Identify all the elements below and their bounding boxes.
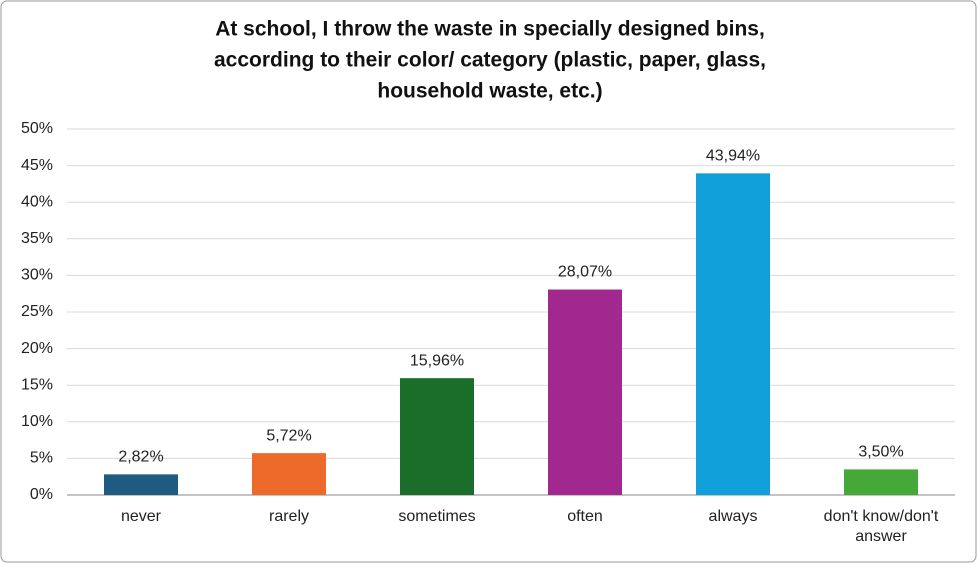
- x-tick-label: rarely: [268, 508, 309, 525]
- data-label: 43,94%: [706, 148, 760, 165]
- x-tick-label: never: [120, 508, 162, 525]
- y-tick-label: 5%: [30, 450, 53, 467]
- y-tick-label: 40%: [21, 193, 53, 210]
- x-tick-label: don't know/don't answer: [823, 508, 939, 545]
- x-tick-label: often: [567, 508, 603, 525]
- y-tick-label: 0%: [30, 486, 53, 503]
- y-tick-label: 10%: [21, 413, 53, 430]
- bar: [844, 469, 918, 495]
- bar: [548, 289, 622, 495]
- data-label: 15,96%: [410, 352, 464, 369]
- data-label: 2,82%: [118, 449, 163, 466]
- chart-title: At school, I throw the waste in speciall…: [215, 18, 765, 41]
- bar: [252, 453, 326, 495]
- y-tick-label: 15%: [21, 376, 53, 393]
- data-label: 5,72%: [266, 427, 311, 444]
- y-tick-label: 45%: [21, 157, 53, 174]
- chart-title: according to their color/ category (plas…: [214, 49, 766, 72]
- chart-title: household waste, etc.): [377, 80, 602, 103]
- x-tick-label: always: [708, 508, 758, 525]
- bar: [696, 173, 770, 496]
- bar: [400, 378, 474, 495]
- y-tick-label: 35%: [21, 230, 53, 247]
- y-tick-label: 30%: [21, 267, 53, 284]
- y-tick-label: 20%: [21, 340, 53, 357]
- y-tick-label: 50%: [21, 120, 53, 137]
- data-label: 3,50%: [858, 444, 903, 461]
- bar: [104, 474, 178, 495]
- data-label: 28,07%: [558, 264, 612, 281]
- x-tick-label: sometimes: [398, 508, 476, 525]
- y-tick-label: 25%: [21, 303, 53, 320]
